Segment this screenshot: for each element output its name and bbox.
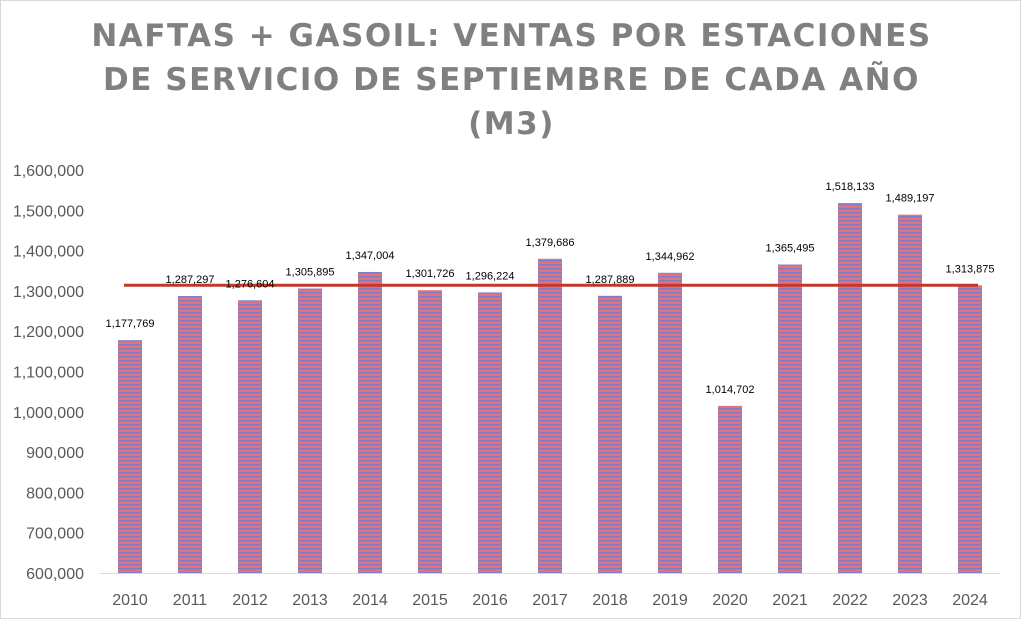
bar <box>598 295 622 573</box>
x-tick-label: 2022 <box>832 592 868 609</box>
data-label: 1,301,726 <box>406 268 455 280</box>
x-tick-label: 2011 <box>173 592 208 609</box>
y-tick-label: 1,300,000 <box>13 284 84 301</box>
bar <box>958 285 982 573</box>
y-tick-label: 600,000 <box>26 566 84 583</box>
bar <box>298 288 322 573</box>
data-label: 1,287,297 <box>166 274 215 286</box>
chart-title-line-1: NAFTAS + GASOIL: VENTAS POR ESTACIONES <box>91 18 932 54</box>
data-label: 1,379,686 <box>526 237 575 249</box>
bar <box>658 272 682 573</box>
y-tick-label: 1,600,000 <box>13 163 84 180</box>
bar <box>778 264 802 573</box>
bar <box>418 290 442 573</box>
x-tick-label: 2018 <box>592 592 628 609</box>
data-label: 1,296,224 <box>466 270 515 282</box>
data-label: 1,489,197 <box>886 193 935 205</box>
chart-title: NAFTAS + GASOIL: VENTAS POR ESTACIONES D… <box>0 14 1023 146</box>
chart-title-line-2: DE SERVICIO DE SEPTIEMBRE DE CADA AÑO <box>103 62 920 98</box>
y-tick-label: 900,000 <box>26 445 84 462</box>
x-axis: 2010 2011 2012 2013 2014 2015 2016 2017 2018 2019… <box>100 573 1000 609</box>
x-tick-label: 2012 <box>232 592 268 609</box>
x-tick-label: 2020 <box>712 592 748 609</box>
x-tick-label: 2021 <box>772 592 808 609</box>
y-tick-label: 1,500,000 <box>13 203 84 220</box>
data-label: 1,177,769 <box>106 318 155 330</box>
data-label: 1,276,604 <box>226 278 275 290</box>
bar <box>538 258 562 573</box>
data-label: 1,518,133 <box>826 181 875 193</box>
x-tick-label: 2019 <box>652 592 688 609</box>
y-tick-label: 1,000,000 <box>13 405 84 422</box>
y-tick-label: 1,400,000 <box>13 244 84 261</box>
x-tick-label: 2023 <box>892 592 928 609</box>
data-label: 1,347,004 <box>346 250 395 262</box>
x-tick-label: 2017 <box>532 592 568 609</box>
bar <box>358 271 382 573</box>
data-label: 1,305,895 <box>286 267 335 279</box>
data-label: 1,313,875 <box>946 263 995 275</box>
x-tick-label: 2024 <box>952 592 988 609</box>
bar <box>838 202 862 573</box>
y-tick-label: 700,000 <box>26 526 84 543</box>
data-label: 1,287,889 <box>586 274 635 286</box>
y-tick-label: 1,100,000 <box>13 365 84 382</box>
bar <box>718 405 742 573</box>
x-tick-label: 2016 <box>472 592 508 609</box>
data-label: 1,365,495 <box>766 243 815 255</box>
x-tick-label: 2013 <box>292 592 328 609</box>
y-axis: 600,000 700,000 800,000 900,000 1,000,000 1,1… <box>13 163 84 583</box>
bar <box>238 300 262 573</box>
y-tick-label: 800,000 <box>26 485 84 502</box>
chart-title-line-3: (M3) <box>468 106 555 142</box>
data-label: 1,344,962 <box>646 251 695 263</box>
bar <box>478 292 502 573</box>
bar <box>898 214 922 573</box>
bar <box>118 340 142 573</box>
y-tick-label: 1,200,000 <box>13 324 84 341</box>
x-tick-label: 2014 <box>352 592 388 609</box>
x-tick-label: 2015 <box>412 592 448 609</box>
data-labels: 1,177,769 1,287,297 1,276,604 1,305,895 1,34… <box>106 181 995 396</box>
bars <box>118 202 982 573</box>
x-tick-label: 2010 <box>112 592 148 609</box>
data-label: 1,014,702 <box>706 384 755 396</box>
bar <box>178 296 202 573</box>
